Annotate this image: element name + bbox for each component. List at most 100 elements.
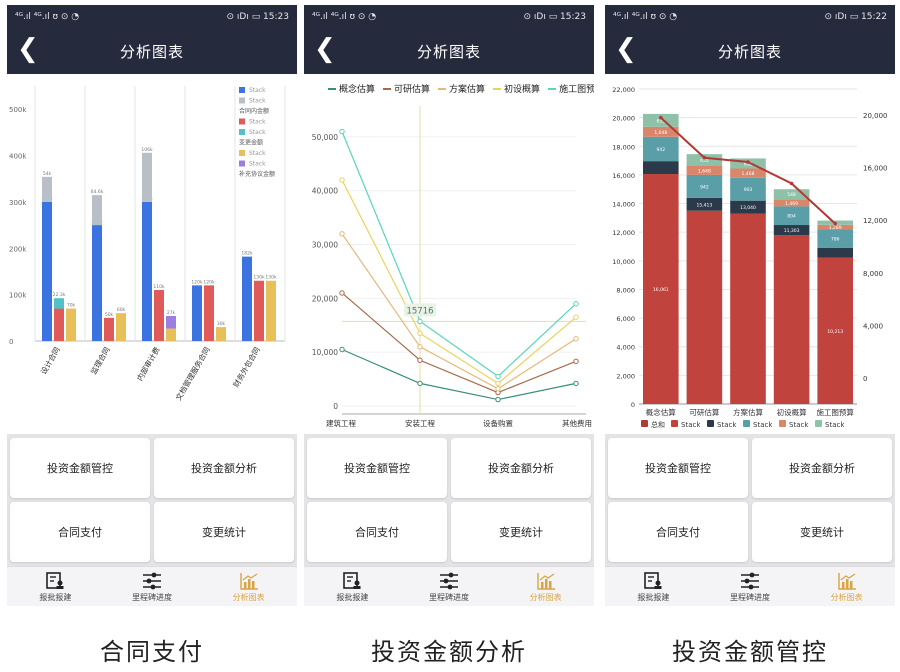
investment-control-button[interactable]: 投资金额管控	[10, 438, 150, 498]
form-user-icon	[46, 571, 64, 589]
legend-item[interactable]: 概念估算	[328, 82, 375, 95]
y-tick-label: 400k	[9, 153, 27, 161]
bar-segment	[817, 224, 853, 230]
bar-segment	[730, 177, 766, 201]
tab-milestone[interactable]: 里程碑进度	[401, 567, 498, 606]
legend-label: 合同内金额	[239, 107, 269, 115]
data-point	[339, 231, 345, 237]
data-label: 50k	[105, 312, 114, 318]
bar-segment	[773, 189, 810, 200]
bar-segment	[773, 235, 810, 404]
data-point	[573, 314, 579, 320]
bar-segment	[216, 327, 226, 341]
legend-swatch	[239, 118, 245, 125]
sliders-icon	[143, 572, 161, 589]
data-point	[573, 336, 579, 342]
back-icon[interactable]: ❮	[17, 34, 39, 64]
bar-segment	[116, 313, 126, 341]
bar-segment	[686, 165, 723, 175]
legend-item[interactable]: 方案估算	[438, 82, 485, 95]
legend-item[interactable]: 初设概算	[493, 82, 540, 95]
contract-payment-button[interactable]: 合同支付	[10, 502, 150, 562]
bar-segment	[266, 280, 276, 341]
legend-swatch	[239, 150, 245, 156]
status-signal: ⁴ᴳ.ıl ⁴ᴳ.ıl ʊ ⊙ ◔	[312, 11, 377, 22]
legend-label: Stack	[249, 150, 266, 157]
data-point	[495, 380, 501, 387]
y2-tick-label: 12,000	[863, 217, 888, 225]
bar-segment	[42, 176, 52, 202]
bar-chart-icon	[239, 572, 258, 590]
investment-control-button[interactable]: 投资金额管控	[307, 438, 447, 498]
legend-swatch	[671, 420, 678, 427]
contract-payment-chart: 0100k200k300k400k500k300k250k300k120k182…	[9, 86, 286, 402]
legend-label: 方案估算	[449, 85, 486, 95]
contract-payment-button[interactable]: 合同支付	[307, 502, 447, 562]
tab-approval[interactable]: 报批报建	[304, 567, 401, 606]
tab-milestone[interactable]: 里程碑进度	[702, 567, 799, 606]
change-statistics-button[interactable]: 变更统计	[752, 502, 892, 562]
button-grid: 投资金额管控 投资金额分析 合同支付 变更统计	[7, 434, 297, 566]
legend-swatch	[438, 87, 447, 90]
data-point	[495, 373, 501, 380]
tab-analysis[interactable]: 分析图表	[497, 567, 594, 606]
y-tick-label: 30,000	[312, 241, 338, 250]
category-label: 财务外包合同	[231, 345, 262, 389]
data-label: 655	[700, 158, 709, 164]
bar-segment	[54, 308, 64, 341]
phone-screen-investment-analysis: ⁴ᴳ.ıl ⁴ᴳ.ıl ʊ ⊙ ◔ ⊙ ıDı ▭ 15:23 ❮ 分析图表 0…	[304, 5, 594, 609]
tab-approval[interactable]: 报批报建	[7, 567, 104, 606]
legend-label: 初设概算	[504, 85, 541, 95]
legend-item[interactable]: 可研估算	[383, 82, 430, 95]
data-label: 70k	[67, 303, 76, 309]
data-point	[495, 386, 501, 392]
highlight-box	[404, 303, 436, 317]
investment-analysis-button[interactable]: 投资金额分析	[752, 438, 892, 498]
category-label: 初设概算	[777, 407, 807, 417]
tab-analysis[interactable]: 分析图表	[200, 567, 297, 606]
category-label: 其他费用	[562, 418, 592, 428]
investment-analysis-button[interactable]: 投资金额分析	[451, 438, 591, 498]
bar-segment	[142, 152, 152, 202]
y2-tick-label: 8,000	[863, 270, 883, 278]
data-point	[417, 380, 423, 387]
legend-swatch	[239, 97, 245, 104]
tab-approval-label: 报批报建	[39, 592, 72, 602]
contract-payment-button[interactable]: 合同支付	[608, 502, 748, 562]
investment-analysis-button[interactable]: 投资金额分析	[154, 438, 294, 498]
bar-segment	[142, 201, 152, 341]
legend-label: 可研估算	[394, 85, 431, 95]
tab-approval[interactable]: 报批报建	[605, 567, 702, 606]
data-label: 903	[744, 187, 753, 193]
category-label: 可研估算	[689, 407, 719, 417]
data-label: 120k	[191, 279, 203, 285]
change-statistics-button[interactable]: 变更统计	[451, 502, 591, 562]
legend-label: Stack	[681, 421, 701, 429]
category-label: 施工图预算	[816, 407, 854, 417]
bar-segment	[166, 315, 176, 329]
status-signal: ⁴ᴳ.ıl ⁴ᴳ.ıl ʊ ⊙ ◔	[613, 11, 678, 22]
change-statistics-button[interactable]: 变更统计	[154, 502, 294, 562]
data-point	[573, 380, 579, 387]
legend-label: Stack	[753, 421, 773, 429]
y-tick-label: 500k	[9, 106, 27, 114]
back-icon[interactable]: ❮	[615, 34, 637, 64]
totals-point	[833, 221, 837, 226]
tab-analysis[interactable]: 分析图表	[798, 567, 895, 606]
bar-segment	[242, 256, 252, 341]
y-tick-label: 0	[631, 401, 635, 409]
investment-control-button[interactable]: 投资金额管控	[608, 438, 748, 498]
bar-segment	[686, 197, 723, 211]
category-label: 建筑工程	[326, 418, 356, 428]
legend-item[interactable]: 施工图预	[548, 82, 594, 95]
series-line	[341, 348, 577, 401]
tab-milestone[interactable]: 里程碑进度	[104, 567, 201, 606]
data-label: 13,040	[740, 205, 756, 211]
legend-swatch	[707, 420, 714, 427]
y-tick-label: 100k	[9, 292, 27, 300]
y-tick-label: 18,000	[612, 143, 635, 151]
back-icon[interactable]: ❮	[314, 34, 336, 64]
y-tick-label: 0	[333, 402, 338, 411]
legend-swatch	[239, 129, 245, 135]
caption-investment-analysis: 投资金额分析	[371, 638, 527, 666]
